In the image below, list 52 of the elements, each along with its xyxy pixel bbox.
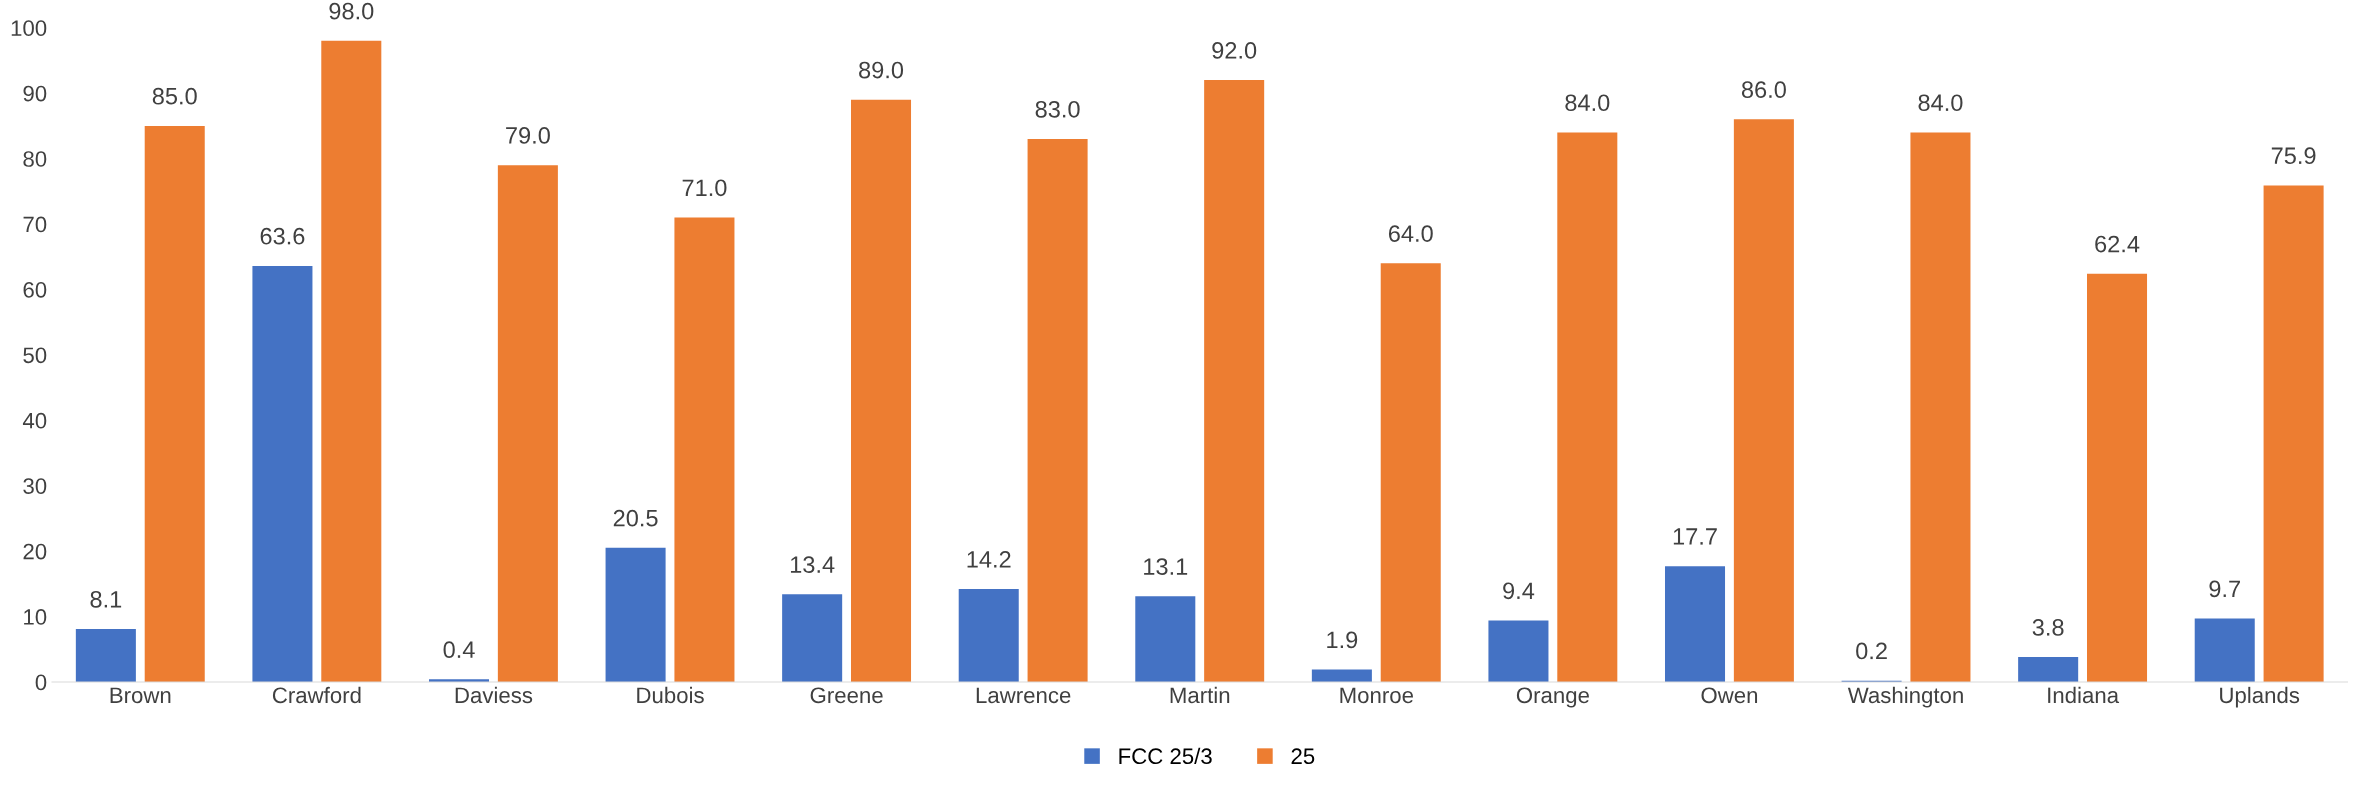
data-label: 9.7 (2209, 580, 2240, 598)
legend-label: FCC 25/3 (1119, 747, 1212, 765)
data-label: 13.4 (790, 556, 835, 573)
data-label: 0.4 (443, 641, 475, 659)
data-label: 75.9 (2271, 147, 2316, 165)
x-tick-label: Dubois (637, 686, 704, 704)
data-label: 84.0 (1565, 94, 1610, 112)
x-tick-label: Greene (810, 687, 883, 704)
data-label: 85.0 (152, 87, 197, 105)
data-label: 14.2 (967, 551, 1011, 568)
x-tick-label: Monroe (1340, 687, 1413, 704)
x-tick-label: Crawford (272, 686, 361, 704)
x-tick-label: Uplands (2220, 686, 2300, 708)
y-tick-label: 80 (23, 151, 47, 167)
x-tick-label: Owen (1701, 687, 1758, 704)
y-tick-label: 10 (24, 609, 47, 625)
data-label: 3.8 (2032, 619, 2064, 636)
data-label: 17.7 (1673, 528, 1717, 545)
x-tick-label: Lawrence (976, 687, 1071, 704)
x-tick-label: Daviess (455, 686, 533, 704)
data-label: 20.5 (613, 509, 658, 527)
data-label: 64.0 (1388, 225, 1433, 242)
x-tick-label: Martin (1170, 686, 1230, 704)
data-label: 0.2 (1856, 642, 1887, 660)
data-label: 9.4 (1503, 582, 1535, 600)
data-label: 86.0 (1741, 81, 1786, 99)
y-tick-label: 90 (23, 85, 47, 102)
data-label: 1.9 (1327, 631, 1358, 649)
data-label: 98.0 (329, 2, 374, 20)
y-tick-label: 50 (23, 347, 47, 364)
data-label: 92.0 (1212, 42, 1257, 59)
data-label: 13.1 (1144, 558, 1188, 575)
data-label: 79.0 (506, 127, 550, 144)
x-tick-label: Orange (1516, 687, 1589, 708)
y-tick-label: 70 (23, 216, 47, 233)
data-label: 8.1 (90, 590, 122, 608)
y-tick-label: 0 (35, 674, 47, 691)
y-tick-label: 100 (11, 20, 47, 37)
y-tick-label: 40 (22, 412, 47, 429)
data-label: 63.6 (260, 227, 305, 245)
data-label: 71.0 (682, 179, 727, 197)
data-label: 83.0 (1035, 100, 1080, 118)
data-label: 62.4 (2095, 235, 2140, 253)
data-label: 84.0 (1918, 94, 1963, 112)
y-tick-label: 30 (23, 478, 47, 494)
x-tick-label: Indiana (2048, 686, 2120, 704)
legend-label: 25 (1291, 748, 1315, 765)
x-tick-label: Brown (110, 687, 171, 704)
y-tick-label: 20 (23, 543, 47, 560)
x-tick-label: Washington (1847, 686, 1963, 708)
y-tick-label: 60 (23, 281, 47, 298)
data-label: 89.0 (859, 61, 904, 79)
